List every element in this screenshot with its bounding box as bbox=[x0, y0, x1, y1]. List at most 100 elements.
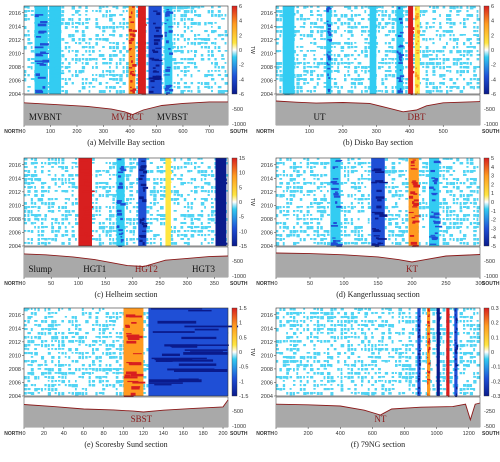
heatmap-band-4 bbox=[137, 6, 147, 95]
colorbar-tick-label: 0 bbox=[491, 200, 494, 206]
colorbar-tick-label: 10 bbox=[239, 171, 245, 177]
year-tick-label: 2004 bbox=[9, 244, 21, 250]
x-tick-label: 0 bbox=[22, 431, 25, 437]
year-tick-label: 2004 bbox=[261, 394, 273, 400]
year-tick-label: 2016 bbox=[9, 11, 21, 17]
x-tick-label: 300 bbox=[475, 281, 484, 287]
bathymetry-fill bbox=[24, 400, 228, 427]
sill-label: SBST bbox=[131, 414, 153, 424]
panel-caption: (f) 79NG section bbox=[351, 440, 405, 449]
x-tick-label: 200 bbox=[128, 281, 137, 287]
bathymetry-line bbox=[23, 399, 229, 413]
bathymetry-line bbox=[23, 101, 228, 115]
heatmap-band-2 bbox=[426, 308, 431, 396]
year-tick-label: 2004 bbox=[261, 92, 273, 98]
colorbar-tick-label: 1 bbox=[491, 191, 494, 197]
year-tick-label: 2006 bbox=[261, 78, 273, 84]
colorbar-tick-label: 2 bbox=[239, 33, 242, 39]
colorbar-tick-label: 2 bbox=[491, 33, 494, 39]
heatmap-band-4 bbox=[429, 158, 442, 246]
x-tick-label: 250 bbox=[155, 281, 164, 287]
year-tick-label: 2004 bbox=[9, 394, 21, 400]
x-tick-label: 100 bbox=[119, 431, 128, 437]
north-label: NORTH bbox=[256, 281, 274, 287]
heatmap-frame bbox=[23, 5, 229, 95]
year-tick-label: 2008 bbox=[261, 217, 273, 223]
depth-tick-label: -1000 bbox=[484, 122, 498, 128]
x-tick-label: 350 bbox=[210, 281, 219, 287]
colorbar-tick-label: 3 bbox=[491, 174, 494, 180]
year-tick-label: 2016 bbox=[261, 11, 273, 17]
south-label: SOUTH bbox=[230, 281, 248, 287]
sill-label: MVBNT bbox=[29, 112, 62, 122]
x-tick-label: 500 bbox=[152, 129, 161, 135]
colorbar-tick-label: 5 bbox=[239, 185, 242, 191]
heatmap-band-2 bbox=[371, 158, 388, 247]
bathymetry-line bbox=[275, 100, 481, 113]
south-label: SOUTH bbox=[230, 431, 248, 437]
heatmap-frame bbox=[275, 157, 481, 247]
south-label: SOUTH bbox=[482, 129, 500, 135]
colorbar-tick-label: 5 bbox=[491, 156, 494, 162]
x-tick-label: 200 bbox=[338, 129, 347, 135]
heatmap-texture bbox=[276, 308, 481, 396]
year-tick-label: 2010 bbox=[261, 353, 273, 359]
year-tick-label: 2012 bbox=[261, 190, 273, 196]
x-tick-label: 150 bbox=[101, 281, 110, 287]
panel-caption: (a) Melville Bay section bbox=[87, 138, 165, 147]
depth-tick-label: -250 bbox=[484, 409, 495, 415]
colorbar-tick-label: -0.5 bbox=[239, 365, 248, 371]
x-tick-label: 140 bbox=[159, 431, 168, 437]
colorbar-tick-label: -6 bbox=[491, 92, 496, 98]
heatmap-band-3 bbox=[128, 6, 137, 94]
heatmap-band-1 bbox=[330, 158, 343, 247]
sill-label: MVBST bbox=[157, 112, 189, 122]
x-tick-label: 300 bbox=[183, 281, 192, 287]
sill-label: HGT1 bbox=[83, 264, 106, 274]
year-tick-label: 2012 bbox=[9, 38, 21, 44]
colorbar bbox=[483, 157, 490, 247]
colorbar-tick-label: -6 bbox=[239, 92, 244, 98]
north-label: NORTH bbox=[4, 431, 22, 437]
heatmap-frame bbox=[275, 5, 481, 95]
north-label: NORTH bbox=[4, 281, 22, 287]
x-tick-label: 0 bbox=[274, 431, 277, 437]
x-tick-label: 100 bbox=[339, 281, 348, 287]
bathymetry-fill bbox=[24, 101, 228, 125]
panel-caption: (b) Disko Bay section bbox=[343, 138, 413, 147]
depth-tick-label: -500 bbox=[484, 259, 495, 265]
colorbar-tick-label: -2 bbox=[239, 63, 244, 69]
colorbar-tick-label: -5 bbox=[239, 215, 244, 221]
year-tick-label: 2006 bbox=[261, 380, 273, 386]
year-tick-label: 2014 bbox=[261, 176, 273, 182]
year-tick-label: 2010 bbox=[261, 203, 273, 209]
colorbar bbox=[231, 307, 238, 397]
colorbar bbox=[231, 157, 238, 247]
x-tick-label: 0 bbox=[22, 129, 25, 135]
colorbar-tick-label: -4 bbox=[491, 235, 496, 241]
x-tick-label: 50 bbox=[307, 281, 313, 287]
x-tick-label: 160 bbox=[179, 431, 188, 437]
heatmap-band-1 bbox=[282, 6, 296, 96]
x-tick-label: 60 bbox=[81, 431, 87, 437]
heatmap-band-1 bbox=[78, 158, 95, 246]
colorbar-tick-label: 0 bbox=[239, 200, 242, 206]
colorbar-tick-label: -4 bbox=[491, 77, 496, 83]
year-tick-label: 2012 bbox=[9, 190, 21, 196]
year-tick-label: 2014 bbox=[9, 24, 21, 30]
colorbar-tick-label: -2 bbox=[491, 218, 496, 224]
depth-tick-label: -500 bbox=[232, 259, 243, 265]
north-label: NORTH bbox=[256, 129, 274, 135]
colorbar-tick-label: -15 bbox=[239, 244, 247, 250]
x-tick-label: 600 bbox=[368, 431, 377, 437]
year-tick-label: 2016 bbox=[261, 163, 273, 169]
heatmap-band-5 bbox=[215, 158, 228, 246]
year-tick-label: 2014 bbox=[9, 176, 21, 182]
x-tick-label: 400 bbox=[405, 129, 414, 135]
sill-label: HGT3 bbox=[192, 264, 215, 274]
bathymetry-fill bbox=[276, 253, 480, 277]
colorbar-tick-label: -4 bbox=[239, 77, 244, 83]
panel-3: 2004200620082010201220142016151050-5-10-… bbox=[4, 156, 255, 299]
heatmap-band-2 bbox=[326, 6, 332, 94]
panel-caption: (d) Kangerlussuaq section bbox=[336, 290, 420, 299]
